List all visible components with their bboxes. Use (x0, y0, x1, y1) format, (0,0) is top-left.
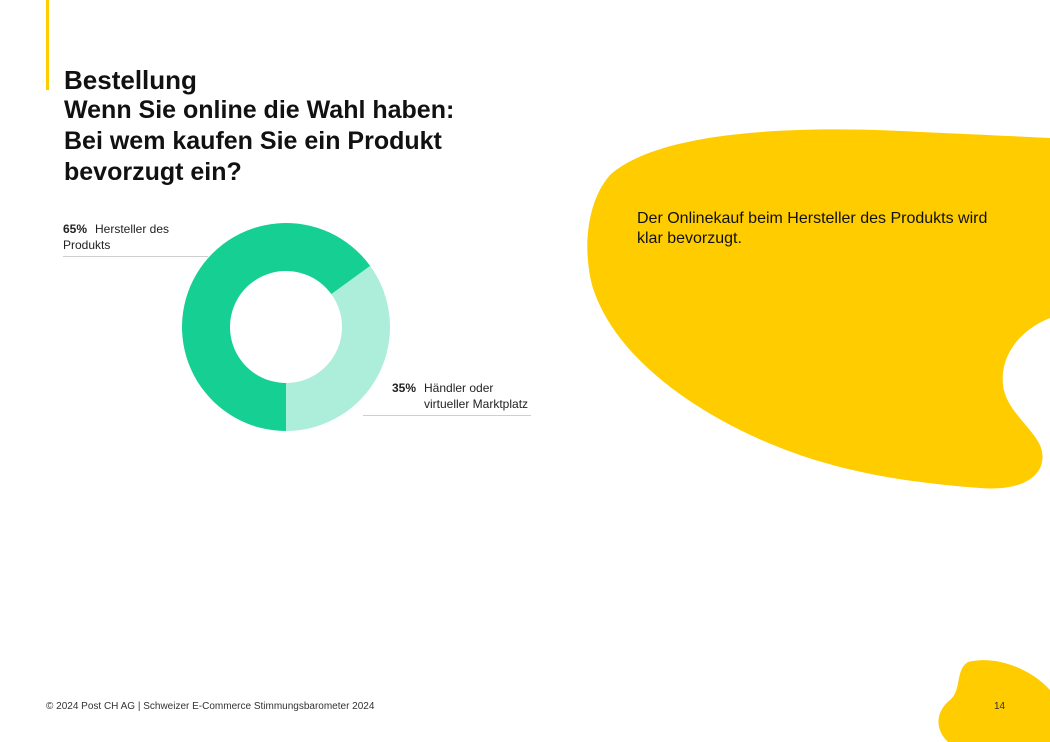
callout-text: Der Onlinekauf beim Hersteller des Produ… (637, 209, 1017, 249)
question-line: Bei wem kaufen Sie ein Produkt (64, 127, 442, 155)
donut-slice-manufacturer (182, 223, 371, 431)
callout-line: Der Onlinekauf beim Hersteller des Produ… (637, 210, 988, 227)
callout-line: klar bevorzugt. (637, 230, 742, 247)
slice-category-label-line: Händler oder (424, 381, 494, 395)
footer-copyright: © 2024 Post CH AG | Schweizer E-Commerce… (46, 701, 375, 712)
slice-value-label: 35% (392, 381, 417, 395)
section-title: Bestellung (64, 65, 197, 95)
question-line: bevorzugt ein? (64, 158, 242, 186)
yellow-blob-small (938, 660, 1050, 742)
slice-value-label: 65% (63, 222, 88, 236)
slice-category-label-line: virtueller Marktplatz (424, 397, 529, 411)
donut-slice-retailer (286, 265, 390, 431)
slice-category-label: Hersteller des Produkts (63, 222, 170, 252)
slice-label-retailer: 35% Händler oder virtueller Marktplatz (363, 380, 531, 416)
yellow-blob-large (587, 129, 1050, 489)
question-text: Wenn Sie online die Wahl haben: Bei wem … (64, 95, 484, 188)
page-number: 14 (994, 701, 1006, 712)
question-line: Wenn Sie online die Wahl haben: (64, 96, 455, 124)
slice-label-manufacturer: 65% Hersteller des Produkts (63, 221, 208, 257)
accent-bar (46, 0, 49, 90)
